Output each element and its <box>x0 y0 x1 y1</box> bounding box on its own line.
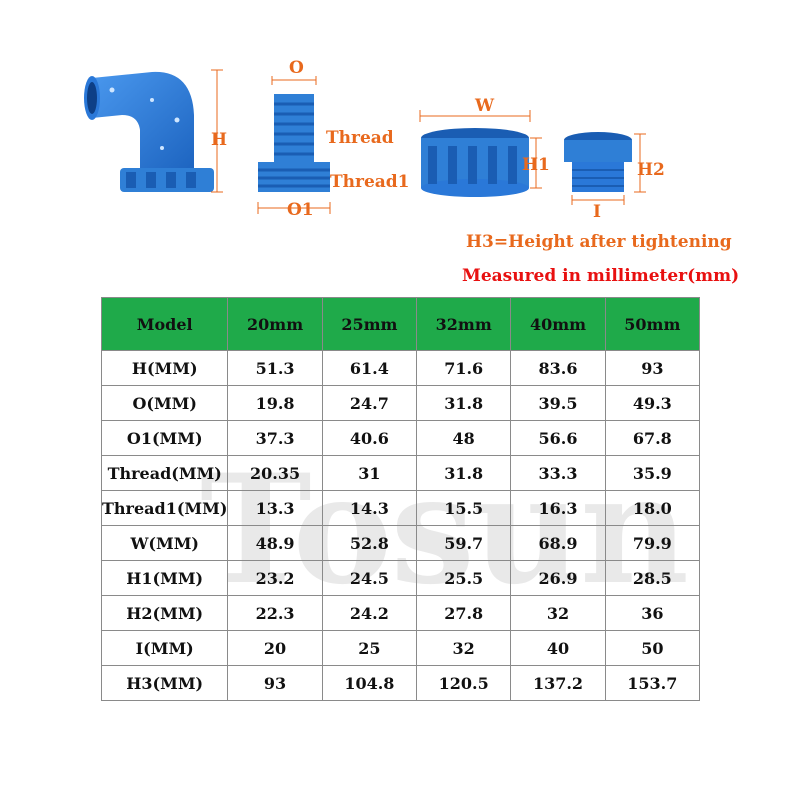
table-row: I(MM) 20 25 32 40 50 <box>100 630 701 666</box>
table-cell: 40 <box>510 630 606 666</box>
header-cell: 20mm <box>227 297 323 351</box>
table-cell: 48 <box>416 420 512 456</box>
table-cell: 18.0 <box>604 490 701 526</box>
table-cell: 59.7 <box>416 525 512 561</box>
table-cell: 50 <box>604 630 701 666</box>
table-cell: 120.5 <box>416 665 512 701</box>
table-cell: 79.9 <box>604 525 701 561</box>
table-cell: 61.4 <box>321 350 418 386</box>
table-cell: 14.3 <box>321 490 418 526</box>
table-cell: 39.5 <box>510 385 606 421</box>
label-w: W <box>475 96 495 116</box>
table-row: H2(MM) 22.3 24.2 27.8 32 36 <box>100 595 701 631</box>
row-label: O(MM) <box>100 385 229 421</box>
label-o1: O1 <box>287 200 314 220</box>
header-cell-model: Model <box>100 297 229 351</box>
union-nut-photo <box>418 96 548 208</box>
table-cell: 33.3 <box>510 455 606 491</box>
row-label: H3(MM) <box>100 665 229 701</box>
table-cell: 26.9 <box>510 560 606 596</box>
table-row: Thread(MM) 20.35 31 31.8 33.3 35.9 <box>100 455 701 491</box>
unit-note: Measured in millimeter(mm) <box>462 266 740 286</box>
table-cell: 24.5 <box>321 560 418 596</box>
label-o: O <box>289 58 304 78</box>
table-cell: 28.5 <box>604 560 701 596</box>
table-cell: 31 <box>321 455 418 491</box>
table-cell: 56.6 <box>510 420 606 456</box>
row-label: O1(MM) <box>100 420 229 456</box>
table-header-row: Model 20mm 25mm 32mm 40mm 50mm <box>100 297 701 351</box>
table-cell: 20.35 <box>227 455 323 491</box>
header-cell: 50mm <box>604 297 701 351</box>
table-cell: 23.2 <box>227 560 323 596</box>
row-label: W(MM) <box>100 525 229 561</box>
table-cell: 24.2 <box>321 595 418 631</box>
header-cell: 25mm <box>321 297 418 351</box>
label-h2: H2 <box>637 160 665 180</box>
table-cell: 35.9 <box>604 455 701 491</box>
socket-fitting-photo <box>556 128 666 220</box>
table-cell: 71.6 <box>416 350 512 386</box>
table-cell: 93 <box>604 350 701 386</box>
label-h: H <box>211 130 228 150</box>
table-row: H1(MM) 23.2 24.5 25.5 26.9 28.5 <box>100 560 701 596</box>
table-cell: 25 <box>321 630 418 666</box>
table-cell: 93 <box>227 665 323 701</box>
table-cell: 24.7 <box>321 385 418 421</box>
row-label: I(MM) <box>100 630 229 666</box>
table-cell: 153.7 <box>604 665 701 701</box>
table-cell: 27.8 <box>416 595 512 631</box>
table-cell: 31.8 <box>416 385 512 421</box>
table-cell: 137.2 <box>510 665 606 701</box>
row-label: H1(MM) <box>100 560 229 596</box>
threaded-adapter-photo <box>246 76 336 218</box>
table-row: W(MM) 48.9 52.8 59.7 68.9 79.9 <box>100 525 701 561</box>
row-label: H(MM) <box>100 350 229 386</box>
table-cell: 16.3 <box>510 490 606 526</box>
table-cell: 52.8 <box>321 525 418 561</box>
header-cell: 40mm <box>510 297 606 351</box>
table-cell: 51.3 <box>227 350 323 386</box>
table-cell: 15.5 <box>416 490 512 526</box>
table-row: H(MM) 51.3 61.4 71.6 83.6 93 <box>100 350 701 386</box>
label-thread1: Thread1 <box>330 172 410 192</box>
elbow-fitting-photo <box>82 60 232 210</box>
table-cell: 37.3 <box>227 420 323 456</box>
table-cell: 20 <box>227 630 323 666</box>
table-row: Thread1(MM) 13.3 14.3 15.5 16.3 18.0 <box>100 490 701 526</box>
table-cell: 13.3 <box>227 490 323 526</box>
row-label: Thread1(MM) <box>100 490 229 526</box>
row-label: Thread(MM) <box>100 455 229 491</box>
table-cell: 83.6 <box>510 350 606 386</box>
table-cell: 68.9 <box>510 525 606 561</box>
header-cell: 32mm <box>416 297 512 351</box>
h3-note: H3=Height after tightening <box>466 232 732 252</box>
label-i: I <box>593 202 601 222</box>
table-cell: 104.8 <box>321 665 418 701</box>
table-cell: 32 <box>510 595 606 631</box>
row-label: H2(MM) <box>100 595 229 631</box>
table-cell: 25.5 <box>416 560 512 596</box>
table-row: O(MM) 19.8 24.7 31.8 39.5 49.3 <box>100 385 701 421</box>
label-thread: Thread <box>326 128 394 148</box>
table-cell: 48.9 <box>227 525 323 561</box>
spec-table: Model 20mm 25mm 32mm 40mm 50mm H(MM) 51.… <box>100 297 701 701</box>
table-cell: 31.8 <box>416 455 512 491</box>
table-cell: 22.3 <box>227 595 323 631</box>
table-cell: 40.6 <box>321 420 418 456</box>
table-row: H3(MM) 93 104.8 120.5 137.2 153.7 <box>100 665 701 701</box>
table-row: O1(MM) 37.3 40.6 48 56.6 67.8 <box>100 420 701 456</box>
label-h1: H1 <box>522 155 550 175</box>
table-cell: 49.3 <box>604 385 701 421</box>
table-cell: 32 <box>416 630 512 666</box>
table-cell: 36 <box>604 595 701 631</box>
table-cell: 67.8 <box>604 420 701 456</box>
table-cell: 19.8 <box>227 385 323 421</box>
